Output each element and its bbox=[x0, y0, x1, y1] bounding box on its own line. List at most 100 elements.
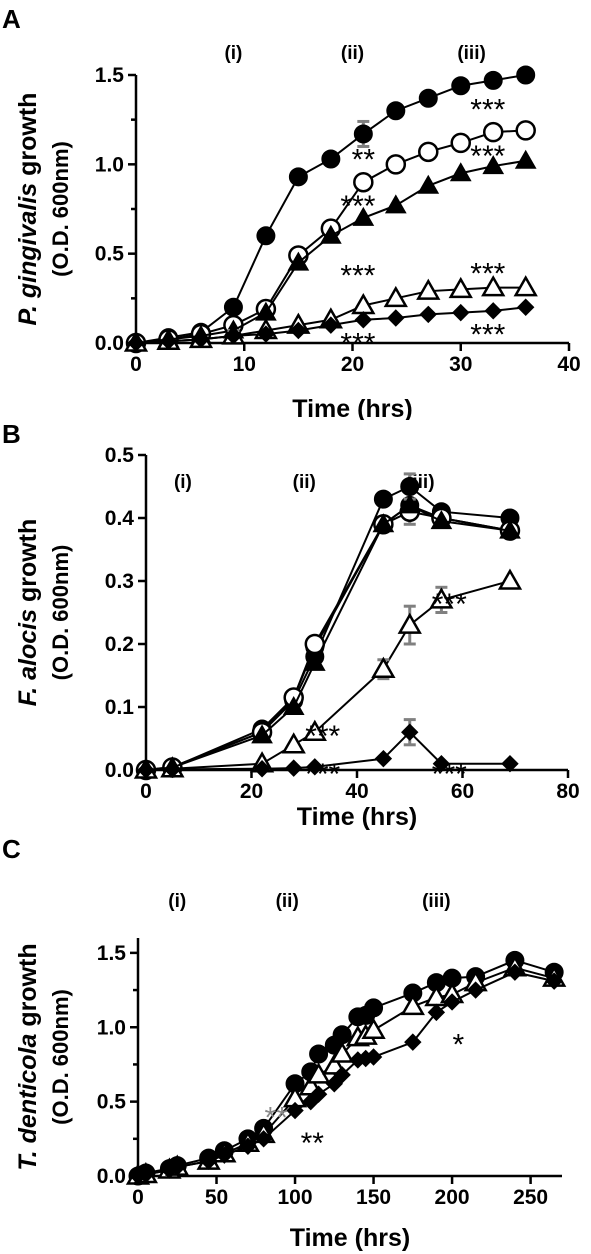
panel-b-point-filled-diamond bbox=[501, 754, 519, 773]
panel-b-point-filled-circle bbox=[400, 477, 420, 496]
panel-label-c: C bbox=[2, 834, 21, 864]
panel-a-y-axis-title: P. gingivalis growth bbox=[14, 93, 42, 326]
panel-a-point-open-triangle bbox=[448, 276, 473, 299]
panel-a-point-open-circle bbox=[418, 141, 439, 163]
panel-c-y-tick-label: 0.5 bbox=[97, 1091, 127, 1114]
panel-b-x-tick-label: 40 bbox=[345, 780, 368, 803]
panel-b-chart: B 0 20 40 60 80 0.0 0.1 0.2 0.3 0.4 0.5 Time (hrs) F… bbox=[2, 419, 580, 830]
panel-c-y-tick-label: 1.0 bbox=[97, 1016, 126, 1039]
panel-c-chart: C 0 50 100 150 200 250 0.0 0.5 1.0 1.5 Time (hrs) T… bbox=[2, 834, 567, 1252]
panel-a-point-filled-circle bbox=[418, 88, 438, 108]
panel-a-significance-label: *** bbox=[470, 93, 505, 126]
panel-c-point-filled-diamond bbox=[545, 972, 563, 990]
panel-a-point-open-circle bbox=[353, 171, 374, 193]
panel-a-point-filled-triangle bbox=[352, 206, 375, 226]
panel-b-x-tick-label: 0 bbox=[140, 780, 152, 803]
panel-b-y-tick-label: 0.1 bbox=[105, 696, 135, 719]
panel-c-point-open-triangle bbox=[329, 1041, 355, 1063]
panel-b-point-filled-triangle bbox=[430, 510, 453, 530]
panel-a-significance-label: *** bbox=[470, 258, 505, 291]
panel-b-point-filled-triangle bbox=[398, 494, 421, 514]
panel-c-point-open-triangle bbox=[400, 993, 425, 1016]
panel-a-point-filled-diamond bbox=[322, 316, 340, 334]
panel-c-point-filled-diamond bbox=[325, 1075, 344, 1093]
panel-b-significance-label: *** bbox=[432, 588, 467, 621]
panel-a-point-open-triangle bbox=[481, 275, 506, 297]
panel-a-x-tick-label: 10 bbox=[233, 353, 256, 376]
panel-a-y-axis-unit: (O.D. 600nm) bbox=[48, 141, 73, 277]
panel-b-y-axis-title: F. alocis growth bbox=[14, 519, 42, 707]
panel-c-phase-label: (iii) bbox=[422, 891, 451, 912]
panel-c-x-tick-label: 200 bbox=[435, 1186, 470, 1209]
panel-a-point-filled-diamond bbox=[192, 330, 210, 349]
panel-a-x-tick-label: 30 bbox=[449, 353, 472, 376]
panel-a-point-open-triangle bbox=[513, 275, 538, 297]
panel-a-point-filled-circle bbox=[516, 65, 536, 85]
panel-b-point-filled-circle bbox=[373, 489, 393, 509]
panel-b-point-filled-triangle bbox=[372, 513, 395, 533]
panel-c-point-filled-diamond bbox=[427, 1003, 446, 1022]
panel-b-significance-label: *** bbox=[432, 758, 467, 791]
panel-b-x-tick-label: 80 bbox=[556, 780, 579, 803]
panel-a-point-filled-triangle bbox=[449, 162, 472, 182]
panel-c-phase-label: (ii) bbox=[276, 891, 299, 912]
panel-c-point-filled-diamond bbox=[199, 1152, 218, 1170]
panel-c-point-filled-diamond bbox=[239, 1137, 257, 1155]
panel-c-phase-label: (i) bbox=[168, 891, 186, 912]
panel-b-y-axis-organism: F. alocis bbox=[14, 609, 42, 706]
panel-a-x-tick-label: 0 bbox=[130, 353, 142, 376]
panel-c-point-filled-circle bbox=[364, 998, 384, 1018]
panel-a-significance-label: *** bbox=[340, 327, 375, 360]
panel-a-significance-label: ** bbox=[352, 143, 376, 176]
panel-b-point-open-triangle bbox=[302, 719, 327, 741]
panel-b-point-filled-diamond bbox=[401, 723, 419, 741]
panel-c-y-axis-title: T. denticola growth bbox=[14, 943, 42, 1170]
panel-c-x-tick-label: 100 bbox=[278, 1186, 313, 1209]
panel-b-series-filled-diamond bbox=[137, 718, 519, 779]
panel-a-series-filled-diamond bbox=[127, 298, 535, 352]
panel-a-phase-label: (iii) bbox=[457, 43, 486, 64]
panel-a-point-filled-diamond bbox=[127, 334, 145, 352]
panel-a-point-filled-circle bbox=[353, 124, 373, 144]
panel-b-y-tick-label: 0.4 bbox=[105, 507, 135, 530]
panel-label-a: A bbox=[2, 4, 21, 34]
panel-a-point-filled-triangle bbox=[287, 251, 310, 271]
panel-c-point-filled-diamond bbox=[215, 1146, 234, 1164]
panel-c-series-filled-diamond bbox=[129, 963, 563, 1185]
panel-c-series-line bbox=[137, 971, 555, 1177]
panel-a-x-tick-label: 20 bbox=[341, 353, 364, 376]
panel-b-point-filled-diamond bbox=[374, 749, 393, 768]
panel-a-x-tick-label: 40 bbox=[557, 353, 580, 376]
panel-a-point-filled-diamond bbox=[354, 311, 373, 329]
panel-a-point-filled-diamond bbox=[484, 302, 502, 320]
panel-a-point-filled-triangle bbox=[384, 194, 407, 214]
panel-a-significance-label: *** bbox=[470, 140, 505, 173]
panel-a-point-filled-diamond bbox=[257, 325, 275, 343]
panel-b-phase-label: (ii) bbox=[293, 472, 316, 493]
panel-b-point-filled-triangle bbox=[251, 724, 273, 744]
panel-label-b: B bbox=[2, 419, 21, 449]
panel-a-phase-label: (i) bbox=[224, 43, 242, 64]
panel-b-y-tick-label: 0.2 bbox=[105, 633, 134, 656]
panel-a-point-filled-circle bbox=[256, 226, 276, 246]
panel-b-point-open-triangle bbox=[497, 568, 523, 590]
panel-a-y-axis-suffix: growth bbox=[14, 93, 42, 183]
panel-c-point-filled-diamond bbox=[466, 981, 485, 999]
panel-c-x-axis-title: Time (hrs) bbox=[290, 1224, 410, 1252]
panel-b-point-filled-diamond bbox=[137, 761, 155, 779]
panel-a-point-filled-triangle bbox=[319, 224, 342, 244]
panel-a-y-tick-label: 0.5 bbox=[95, 243, 125, 266]
panel-a-point-filled-triangle bbox=[417, 174, 440, 194]
panel-c-y-axis-suffix: growth bbox=[14, 943, 42, 1033]
panel-a-x-axis-title: Time (hrs) bbox=[292, 395, 412, 420]
panel-c-significance-label: ** bbox=[301, 1127, 325, 1160]
panel-c-point-filled-diamond bbox=[404, 1033, 422, 1051]
panel-a-y-tick-label: 1.5 bbox=[95, 64, 125, 87]
panel-c-point-filled-circle bbox=[309, 1044, 329, 1064]
panel-a-point-filled-diamond bbox=[419, 305, 437, 324]
panel-a-point-open-circle bbox=[450, 132, 471, 154]
panel-c-significance-label: ** bbox=[265, 1102, 289, 1135]
panel-b-point-open-triangle bbox=[371, 656, 396, 678]
panel-c-point-filled-diamond bbox=[443, 993, 461, 1011]
panel-a-phase-label: (ii) bbox=[341, 43, 364, 64]
